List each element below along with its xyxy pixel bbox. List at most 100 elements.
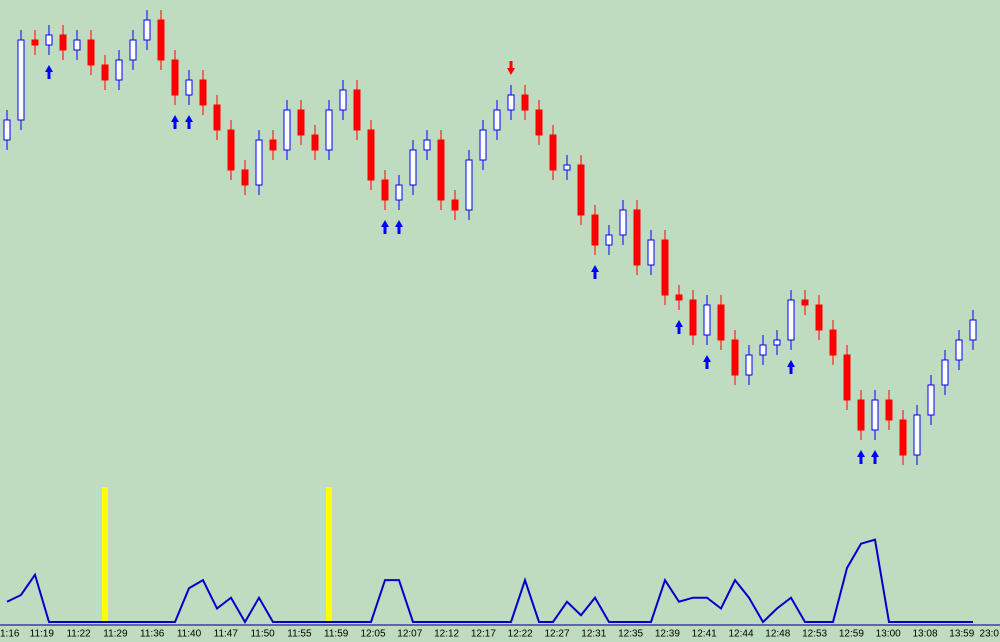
candle-body xyxy=(801,299,809,306)
candle-body xyxy=(815,304,823,331)
x-tick-label: 12:39 xyxy=(655,629,680,640)
candle-body xyxy=(843,354,851,401)
x-tick-label: 11:47 xyxy=(214,629,239,640)
candle-body xyxy=(927,384,935,416)
up-arrow xyxy=(857,450,865,464)
x-tick-label: 12:22 xyxy=(508,629,533,640)
up-arrow xyxy=(591,265,599,279)
candle-body xyxy=(955,339,963,361)
candle-body xyxy=(913,414,921,456)
candle-body xyxy=(969,319,977,341)
candle-body xyxy=(59,34,67,51)
up-arrow xyxy=(381,220,389,234)
candle-body xyxy=(647,239,655,266)
candle-body xyxy=(213,104,221,131)
candle-body xyxy=(381,179,389,201)
candle-body xyxy=(479,129,487,161)
candle-body xyxy=(703,304,711,336)
candle-body xyxy=(283,109,291,151)
candle-body xyxy=(367,129,375,181)
candle-body xyxy=(353,89,361,131)
candle-body xyxy=(3,119,11,141)
up-arrow xyxy=(171,115,179,129)
candle-body xyxy=(17,39,25,121)
candle-body xyxy=(73,39,81,51)
candle-body xyxy=(591,214,599,246)
candle-body xyxy=(255,139,263,186)
candle-body xyxy=(101,64,109,81)
indicator-line xyxy=(6,538,973,625)
candle-body xyxy=(829,329,837,356)
candle-body xyxy=(395,184,403,201)
up-arrow xyxy=(395,220,403,234)
candle-body xyxy=(675,294,683,301)
candle-body xyxy=(171,59,179,96)
x-tick-label: 12:48 xyxy=(765,629,790,640)
candle-body xyxy=(899,419,907,456)
x-tick-label: 12:53 xyxy=(802,629,827,640)
x-tick-label: 23:0 xyxy=(980,629,1000,640)
x-tick-label: 12:44 xyxy=(728,629,753,640)
candle-body xyxy=(199,79,207,106)
up-arrow xyxy=(871,450,879,464)
candle-body xyxy=(549,134,557,171)
candle-body xyxy=(619,209,627,236)
up-arrow xyxy=(703,355,711,369)
x-tick-label: 12:07 xyxy=(397,629,422,640)
candle-body xyxy=(759,344,767,356)
candle-body xyxy=(521,94,529,111)
candle-body xyxy=(577,164,585,216)
x-tick-label: 1:16 xyxy=(0,629,20,640)
candle-body xyxy=(689,299,697,336)
candle-body xyxy=(661,239,669,296)
x-tick-label: 12:59 xyxy=(839,629,864,640)
candle-body xyxy=(451,199,459,211)
x-tick-label: 11:22 xyxy=(66,629,91,640)
candle-body xyxy=(409,149,417,186)
candle-body xyxy=(339,89,347,111)
x-tick-label: 11:59 xyxy=(324,629,349,640)
x-tick-label: 13:00 xyxy=(876,629,901,640)
down-arrow xyxy=(507,61,515,75)
x-tick-label: 13:08 xyxy=(912,629,937,640)
candle-body xyxy=(297,109,305,136)
candle-body xyxy=(185,79,193,96)
candle-body xyxy=(717,304,725,341)
candle-body xyxy=(857,399,865,431)
candle-body xyxy=(241,169,249,186)
x-tick-label: 12:35 xyxy=(618,629,643,640)
candle-body xyxy=(605,234,613,246)
x-tick-label: 11:55 xyxy=(287,629,312,640)
candle-body xyxy=(787,299,795,341)
x-tick-label: 11:19 xyxy=(30,629,55,640)
x-tick-label: 12:31 xyxy=(581,629,606,640)
x-tick-label: 12:41 xyxy=(692,629,717,640)
up-arrow xyxy=(675,320,683,334)
highlight-bar xyxy=(102,487,108,622)
candle-body xyxy=(129,39,137,61)
candle-body xyxy=(269,139,277,151)
x-tick-label: 12:05 xyxy=(360,629,385,640)
candle-body xyxy=(227,129,235,171)
candle-body xyxy=(745,354,753,376)
candle-body xyxy=(423,139,431,151)
candle-body xyxy=(157,19,165,61)
highlight-bar xyxy=(326,487,332,622)
candle-body xyxy=(143,19,151,41)
candle-body xyxy=(311,134,319,151)
x-tick-label: 12:12 xyxy=(434,629,459,640)
up-arrow xyxy=(45,65,53,79)
candle-body xyxy=(437,139,445,201)
candle-body xyxy=(871,399,879,431)
x-tick-label: 11:40 xyxy=(177,629,202,640)
candle-body xyxy=(115,59,123,81)
candle-body xyxy=(731,339,739,376)
candle-body xyxy=(563,164,571,171)
candle-body xyxy=(87,39,95,66)
candle-body xyxy=(941,359,949,386)
x-tick-label: 11:36 xyxy=(140,629,165,640)
candle-body xyxy=(633,209,641,266)
candle-body xyxy=(493,109,501,131)
